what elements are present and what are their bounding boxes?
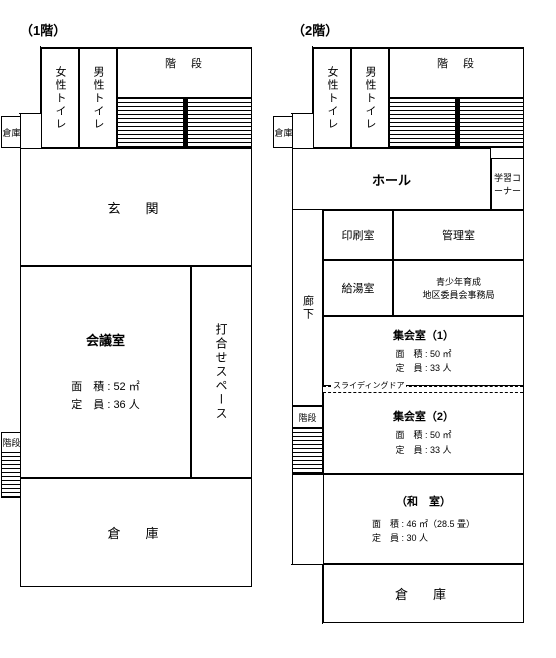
conf-cap-label: 定 員 [71, 399, 104, 411]
floor-2-column: （2階） 女性トイレ 男性トイレ 階 段 倉庫 ホール 学習コーナー [292, 20, 524, 623]
w-area-l: 面 積 [372, 519, 399, 529]
storage-top-side: 倉庫 [2, 126, 20, 139]
floor-2-plan: 女性トイレ 男性トイレ 階 段 倉庫 ホール 学習コーナー 印刷室 [292, 47, 524, 623]
conference-room-title: 会議室 [86, 330, 125, 349]
a2-area-l: 面 積 [395, 430, 422, 440]
conf-area-label: 面 積 [71, 381, 104, 393]
print-room: 印刷室 [342, 227, 375, 243]
meeting-space: 打合せスペース [213, 323, 230, 421]
f2-female-toilet: 女性トイレ [324, 66, 340, 131]
f2-storage-top: 倉庫 [274, 126, 292, 139]
study-corner: 学習コーナー [492, 171, 523, 197]
youth-office-l1: 青少年育成 [436, 275, 481, 288]
floor-2-title: （2階） [292, 20, 524, 39]
admin-room: 管理室 [442, 227, 475, 243]
floor-1-plan: 女性トイレ 男性トイレ 階 段 倉庫 玄 関 会議室 面 積 : [20, 47, 252, 587]
assembly2-title: 集会室（2） [393, 408, 454, 424]
a2-area-v: 50 ㎡ [430, 430, 452, 440]
pantry: 給湯室 [342, 280, 375, 296]
storage-bottom: 倉 庫 [107, 523, 164, 542]
entrance: 玄 関 [107, 198, 164, 217]
female-toilet: 女性トイレ [52, 66, 68, 131]
a2-cap-v: 33 人 [430, 445, 452, 455]
male-toilet: 男性トイレ [90, 66, 106, 131]
assembly1-title: 集会室（1） [393, 327, 454, 343]
stairs-side-label: 階段 [2, 436, 20, 449]
f2-male-toilet: 男性トイレ [362, 66, 378, 131]
w-area-v: 46 ㎡（28.5 畳） [407, 519, 476, 529]
a2-cap-l: 定 員 [395, 445, 422, 455]
f2-storage-bottom: 倉 庫 [395, 584, 452, 603]
w-cap-v: 30 人 [407, 533, 429, 543]
a1-area-l: 面 積 [395, 349, 422, 359]
floor-1-column: （1階） 女性トイレ 男性トイレ 階 段 倉庫 玄 関 [20, 20, 252, 587]
w-cap-l: 定 員 [372, 533, 399, 543]
a1-area-v: 50 ㎡ [430, 349, 452, 359]
washitsu-title: （和 室） [396, 493, 451, 509]
f2-side-stairs: 階段 [298, 411, 316, 424]
sliding-door: スライディングドア [331, 380, 406, 391]
a1-cap-v: 33 人 [430, 363, 452, 373]
floor-1-title: （1階） [20, 20, 252, 39]
corridor: 廊下 [300, 295, 316, 321]
stairs-top: 階 段 [165, 55, 204, 71]
conf-area-val: 52 ㎡ [113, 381, 139, 393]
f2-stairs-top: 階 段 [437, 55, 476, 71]
conf-cap-val: 36 人 [113, 399, 139, 411]
hall: ホール [372, 170, 411, 189]
a1-cap-l: 定 員 [395, 363, 422, 373]
youth-office-l2: 地区委員会事務局 [422, 288, 494, 301]
